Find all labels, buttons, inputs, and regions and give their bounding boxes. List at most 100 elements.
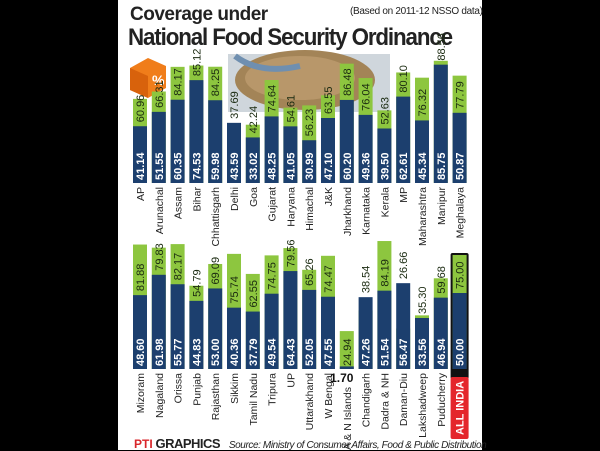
category-label: Bihar xyxy=(191,187,203,212)
value-label-blue: 44.83 xyxy=(191,338,203,366)
bar-blue xyxy=(189,80,204,183)
value-label-green: 62.55 xyxy=(248,280,260,308)
value-label-green: 59.68 xyxy=(436,266,448,294)
percent-cube-icon: % xyxy=(130,58,166,98)
value-label-green: 60.96 xyxy=(135,95,147,123)
category-label: Chhattisgarh xyxy=(210,187,222,247)
bar-blue xyxy=(133,295,147,369)
value-label-green: 56.23 xyxy=(304,109,316,137)
category-label: J&K xyxy=(323,187,335,206)
category-label: Punjab xyxy=(191,373,203,406)
category-label: Tripura xyxy=(267,373,279,406)
bar-blue xyxy=(302,140,317,183)
bar-blue xyxy=(433,297,448,369)
category-label: UP xyxy=(285,373,297,388)
graphics-label: GRAPHICS xyxy=(155,436,221,451)
value-label-green: 26.66 xyxy=(398,252,410,280)
category-label: Maharashtra xyxy=(417,187,429,246)
bar-blue xyxy=(377,128,392,183)
bar-blue xyxy=(264,116,279,183)
category-label: Nagaland xyxy=(154,373,166,418)
value-label-green: 88.56 xyxy=(436,33,448,61)
category-label: Mizoram xyxy=(135,373,147,414)
value-label-blue: 50.87 xyxy=(455,152,467,180)
value-label-blue: 64.43 xyxy=(285,338,297,366)
category-label: Daman-Diu xyxy=(398,373,410,426)
value-label-blue: 85.75 xyxy=(436,152,448,180)
value-label-green: 86.48 xyxy=(342,68,354,96)
value-label-green: 74.75 xyxy=(267,262,279,290)
value-label-green: 85.12 xyxy=(191,49,203,77)
bar-blue xyxy=(358,114,373,183)
bar-blue xyxy=(133,126,147,183)
value-label-blue: 30.99 xyxy=(304,152,316,180)
value-label-blue: 47.26 xyxy=(361,338,373,366)
value-label-green: 84.17 xyxy=(173,68,185,96)
value-label-green: 37.69 xyxy=(229,91,241,119)
bar-blue xyxy=(245,137,260,183)
bar-blue xyxy=(396,283,411,369)
value-label-blue: 52.05 xyxy=(304,338,316,366)
value-label-blue: 60.20 xyxy=(342,152,354,180)
value-label-blue: 53.00 xyxy=(210,338,222,366)
category-label: Kerala xyxy=(379,187,391,218)
value-label-green: 75.74 xyxy=(229,276,241,304)
bar-blue xyxy=(208,100,223,183)
value-label-green: 79.56 xyxy=(285,240,297,268)
value-label-blue: 59.98 xyxy=(210,152,222,180)
value-label-green: 42.24 xyxy=(248,106,260,134)
bar-blue xyxy=(170,99,185,183)
bar-blue xyxy=(433,64,448,183)
value-label-green: 24.94 xyxy=(342,338,354,366)
value-label-blue: 51.55 xyxy=(154,152,166,180)
bar-blue xyxy=(245,311,260,369)
value-label-green: 52.63 xyxy=(379,97,391,125)
value-label-blue: 49.36 xyxy=(361,152,373,180)
value-label-green: 82.17 xyxy=(173,253,185,281)
bar-blue xyxy=(321,118,335,183)
pti-logo: PTI xyxy=(134,437,153,451)
value-label-green: 65.26 xyxy=(304,258,316,286)
bar-blue xyxy=(339,366,354,369)
bar-blue xyxy=(396,96,411,183)
bar-blue xyxy=(151,111,166,183)
category-label: Chandigarh xyxy=(361,373,373,427)
value-label-green: 84.19 xyxy=(379,259,391,287)
category-label: ALL INDIA xyxy=(455,381,467,435)
category-label: Goa xyxy=(248,187,260,207)
category-label: Assam xyxy=(173,187,185,219)
category-label: W Bengal xyxy=(323,373,335,419)
bar-blue xyxy=(227,307,241,369)
category-label: MP xyxy=(398,187,410,203)
value-label-green: 54.79 xyxy=(191,269,203,297)
value-label-green: 69.09 xyxy=(210,257,222,285)
value-label-blue: 48.60 xyxy=(135,338,147,366)
bar-blue xyxy=(151,274,166,369)
value-label-green: 75.00 xyxy=(455,261,467,289)
bar-blue xyxy=(302,289,317,369)
category-label: Gujarat xyxy=(267,187,279,222)
category-label: Dadra & NH xyxy=(379,373,391,430)
bar-blue xyxy=(452,293,467,369)
category-label: Delhi xyxy=(229,187,241,211)
value-label-green: 74.64 xyxy=(267,85,279,113)
value-label-green: 79.83 xyxy=(154,243,166,271)
value-label-green: 84.25 xyxy=(210,69,222,97)
category-label: Manipur xyxy=(436,186,448,224)
value-label-blue: 41.14 xyxy=(135,152,147,180)
bar-blue xyxy=(283,126,298,183)
value-label-blue: 41.05 xyxy=(285,152,297,180)
value-label-blue: 1.70 xyxy=(330,371,354,385)
category-label: Lakshadweep xyxy=(417,373,429,438)
value-label-green: 76.04 xyxy=(361,83,373,111)
title-line-1: Coverage under xyxy=(130,4,268,25)
category-label: Himachal xyxy=(304,187,316,231)
bar-blue xyxy=(321,296,335,369)
bar-blue xyxy=(415,120,429,183)
category-label: Jharkhand xyxy=(342,187,354,236)
bar-blue xyxy=(452,112,467,183)
bar-blue xyxy=(264,293,279,369)
value-label-blue: 43.59 xyxy=(229,152,241,180)
bar-green xyxy=(339,331,354,369)
